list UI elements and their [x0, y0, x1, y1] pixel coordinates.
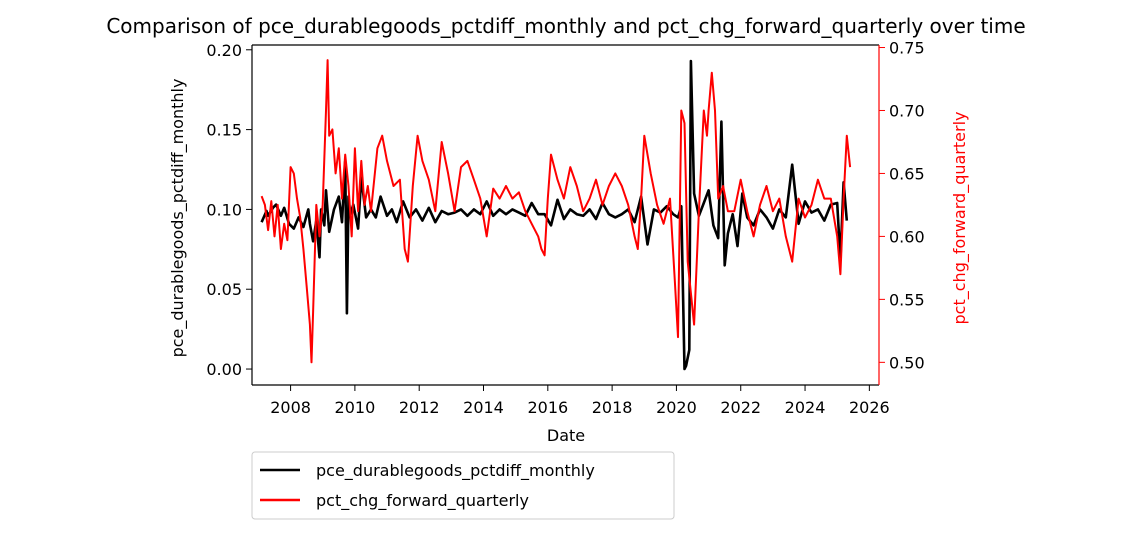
y-left-tick-label: 0.00 [206, 360, 242, 379]
x-tick-label: 2016 [527, 398, 568, 417]
x-axis-label: Date [547, 426, 585, 445]
y-left-tick-label: 0.20 [206, 41, 242, 60]
y-left-tick-label: 0.05 [206, 280, 242, 299]
series-line-pce-durablegoods-pctdiff-monthly [260, 59, 849, 371]
x-tick-label: 2012 [399, 398, 440, 417]
series-line-pct-chg-forward-quarterly [260, 59, 852, 364]
legend-box [251, 451, 675, 520]
x-axis-ticks: 2008 2010 2012 2014 2016 2018 2020 2022 2024 2026 [270, 385, 890, 417]
y-axis-left-label: pce_durablegoods_pctdiff_monthly [168, 79, 188, 358]
y-right-tick-label: 0.50 [889, 353, 925, 372]
legend: pce_durablegoods_pctdiff_monthly pct_chg… [251, 451, 675, 520]
legend-label-pce: pce_durablegoods_pctdiff_monthly [316, 461, 595, 481]
y-left-tick-label: 0.15 [206, 121, 242, 140]
y-left-tick-label: 0.10 [206, 200, 242, 219]
y-axis-right-ticks: 0.50 0.55 0.60 0.65 0.70 0.75 [879, 39, 925, 372]
chart-title: Comparison of pce_durablegoods_pctdiff_m… [106, 14, 1025, 38]
y-right-tick-label: 0.60 [889, 227, 925, 246]
y-right-tick-label: 0.55 [889, 290, 925, 309]
legend-label-pct: pct_chg_forward_quarterly [316, 491, 529, 511]
y-right-tick-label: 0.65 [889, 164, 925, 183]
x-tick-label: 2014 [463, 398, 504, 417]
x-tick-label: 2008 [270, 398, 311, 417]
x-tick-label: 2020 [656, 398, 697, 417]
y-right-tick-label: 0.75 [889, 39, 925, 58]
x-tick-label: 2022 [720, 398, 761, 417]
y-axis-right-label: pct_chg_forward_quarterly [950, 112, 970, 325]
series-layer [260, 59, 852, 371]
x-tick-label: 2024 [785, 398, 826, 417]
x-tick-label: 2010 [335, 398, 376, 417]
y-right-tick-label: 0.70 [889, 101, 925, 120]
x-tick-label: 2018 [592, 398, 633, 417]
plot-frame [251, 44, 880, 386]
y-axis-left-ticks: 0.00 0.05 0.10 0.15 0.20 [206, 41, 252, 379]
x-tick-label: 2026 [849, 398, 890, 417]
